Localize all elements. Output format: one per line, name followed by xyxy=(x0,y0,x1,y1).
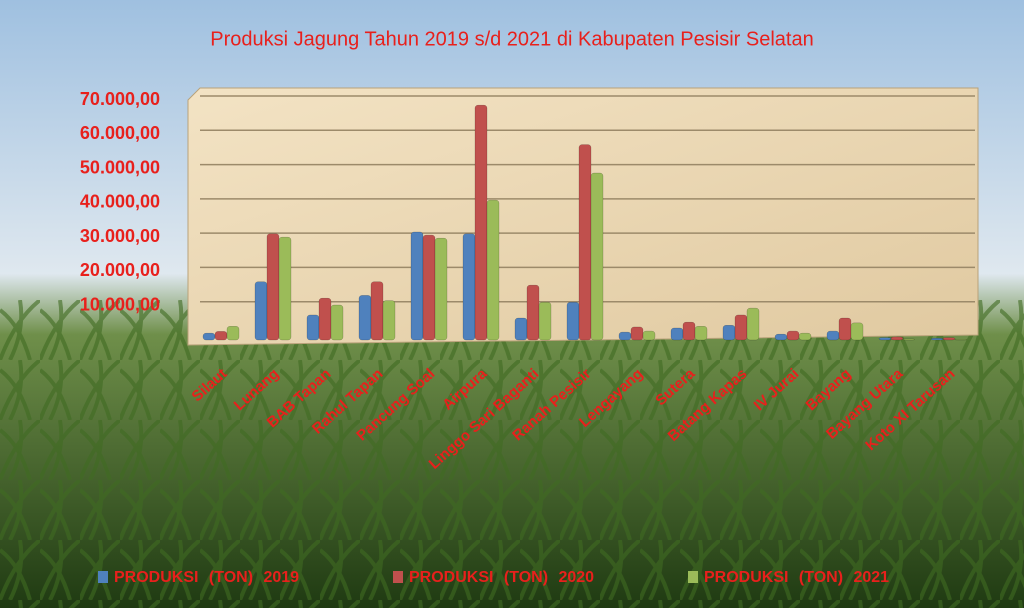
bar xyxy=(278,236,292,341)
bar xyxy=(226,326,240,341)
legend-label: PRODUKSI (TON) 2019 xyxy=(114,569,299,586)
bar xyxy=(694,326,708,341)
bar xyxy=(330,304,344,341)
y-tick-label: 70.000,00 xyxy=(80,89,160,109)
legend-label: PRODUKSI (TON) 2021 xyxy=(704,569,889,586)
bar xyxy=(578,144,592,341)
y-tick-label: 30.000,00 xyxy=(80,226,160,246)
bar xyxy=(786,330,800,341)
bar xyxy=(682,321,696,341)
bar xyxy=(526,284,540,341)
bar xyxy=(878,337,892,341)
bar xyxy=(202,332,216,341)
bar xyxy=(214,331,228,341)
bar xyxy=(318,297,332,341)
bar xyxy=(890,336,904,341)
bar xyxy=(474,104,488,341)
legend-swatch xyxy=(393,571,403,583)
bar xyxy=(722,325,736,341)
bar xyxy=(590,172,604,341)
chart-title: Produksi Jagung Tahun 2019 s/d 2021 di K… xyxy=(210,28,813,50)
bar xyxy=(410,231,424,341)
legend-swatch xyxy=(688,571,698,583)
bar xyxy=(618,331,632,341)
bar xyxy=(850,322,864,341)
y-tick-label: 40.000,00 xyxy=(80,192,160,212)
bar xyxy=(774,333,788,341)
bar xyxy=(734,314,748,341)
bar xyxy=(486,199,500,341)
bar xyxy=(306,314,320,341)
bar xyxy=(254,281,268,341)
bar xyxy=(538,302,552,341)
bar xyxy=(382,300,396,341)
bar xyxy=(670,327,684,341)
corn-texture xyxy=(0,300,1024,608)
y-tick-label: 50.000,00 xyxy=(80,157,160,177)
bar xyxy=(642,330,656,341)
y-tick-label: 20.000,00 xyxy=(80,260,160,280)
bar xyxy=(630,326,644,341)
y-tick-label: 60.000,00 xyxy=(80,123,160,143)
legend-swatch xyxy=(98,571,108,583)
bar xyxy=(902,338,916,341)
bar xyxy=(566,302,580,341)
bar xyxy=(514,317,528,341)
bar xyxy=(942,337,956,341)
legend-label: PRODUKSI (TON) 2020 xyxy=(409,569,594,586)
bar xyxy=(266,233,280,341)
bar xyxy=(798,332,812,341)
bar xyxy=(930,338,944,341)
y-tick-label: 10.000,00 xyxy=(80,294,160,314)
bar xyxy=(826,330,840,341)
bar xyxy=(746,307,760,341)
bar xyxy=(358,295,372,341)
bar xyxy=(462,233,476,341)
bar xyxy=(370,281,384,341)
bar xyxy=(422,234,436,341)
bar xyxy=(954,339,968,341)
legend: PRODUKSI (TON) 2019 PRODUKSI (TON) 2020 PR… xyxy=(98,569,889,586)
bar xyxy=(838,317,852,341)
bar xyxy=(434,237,448,341)
